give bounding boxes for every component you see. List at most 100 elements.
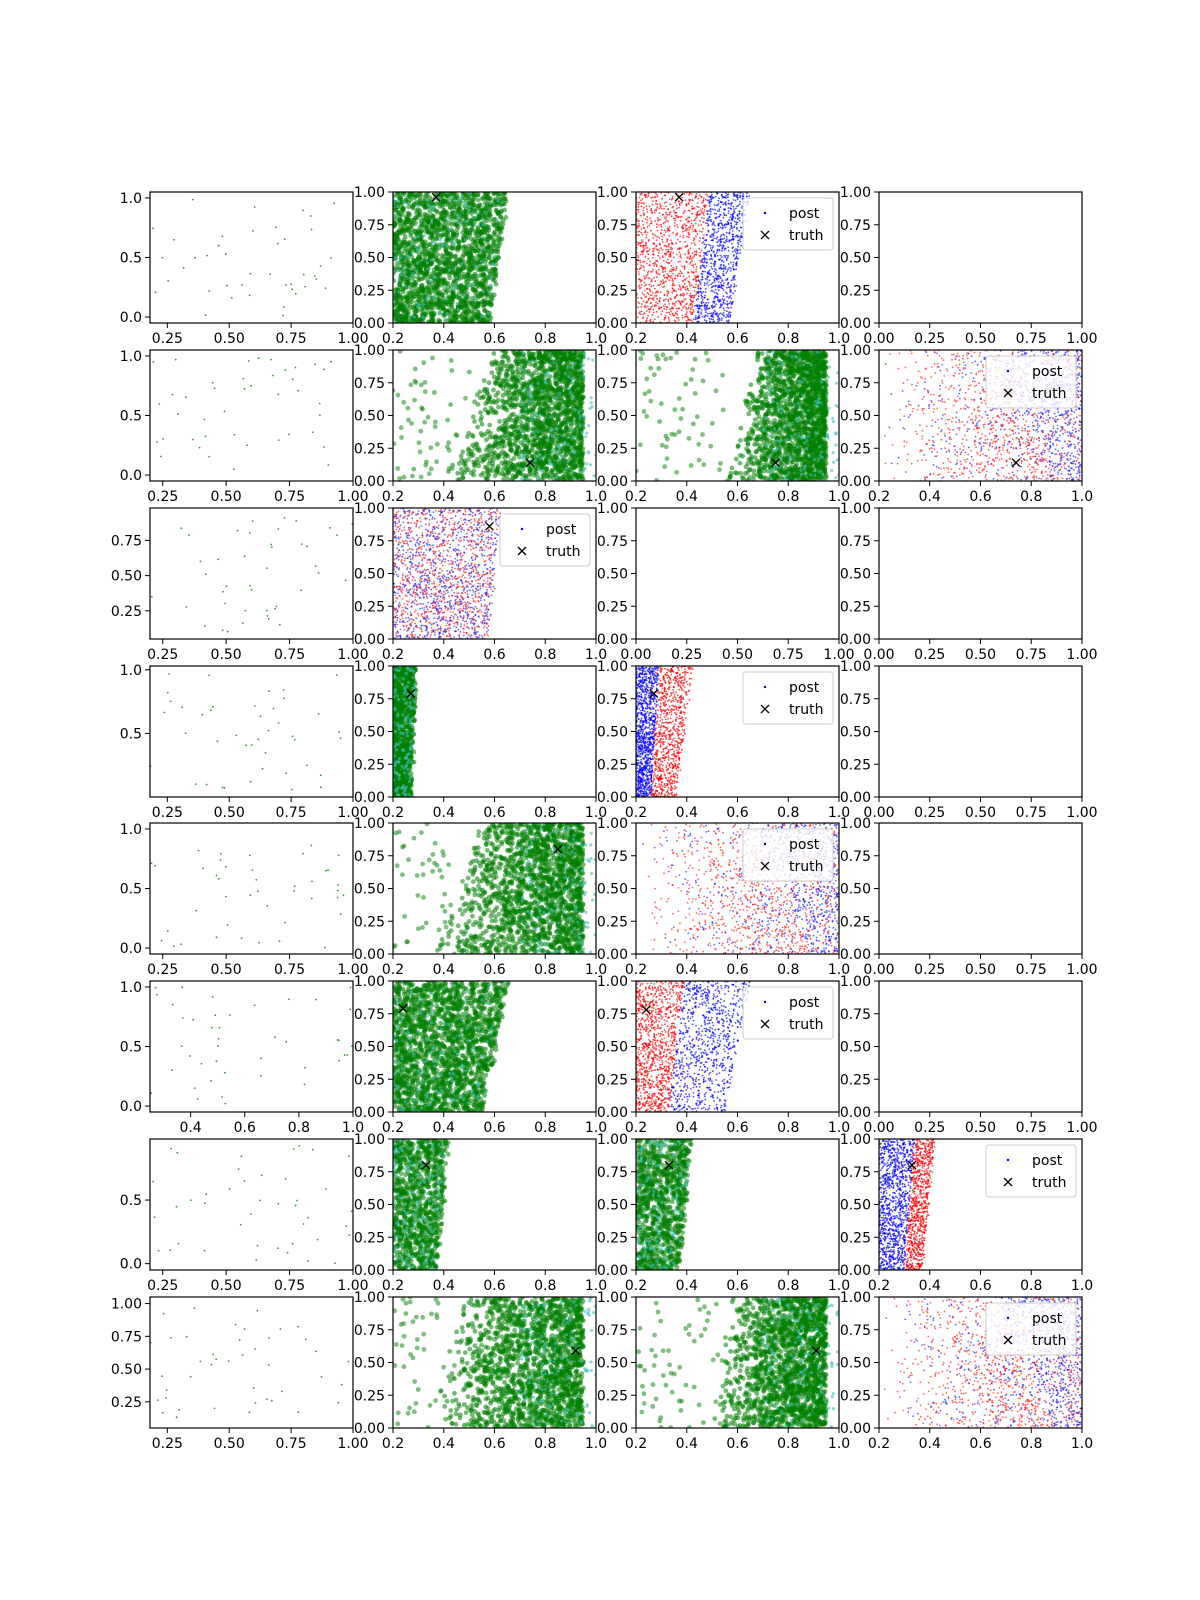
posterior-sample xyxy=(699,237,701,239)
data-point xyxy=(482,214,488,220)
posterior-sample xyxy=(719,312,722,315)
data-point xyxy=(564,424,570,430)
posterior-sample xyxy=(693,296,696,299)
posterior-sample xyxy=(705,302,708,304)
data-point xyxy=(484,218,489,224)
data-point xyxy=(496,210,502,216)
posterior-sample xyxy=(641,220,644,222)
scatter-points xyxy=(636,192,751,323)
data-point xyxy=(496,233,502,239)
data-point xyxy=(330,360,332,363)
posterior-sample xyxy=(722,295,725,298)
data-point xyxy=(488,298,494,303)
posterior-sample xyxy=(725,235,728,238)
posterior-sample xyxy=(737,217,739,220)
data-point xyxy=(269,273,272,276)
posterior-sample xyxy=(657,307,660,310)
posterior-sample xyxy=(668,229,671,232)
data-point xyxy=(450,195,454,199)
data-point xyxy=(424,271,430,276)
data-point xyxy=(462,306,467,312)
data-point xyxy=(471,255,476,261)
posterior-sample xyxy=(639,279,642,281)
posterior-sample xyxy=(677,288,680,291)
posterior-sample xyxy=(725,316,727,319)
data-point xyxy=(406,254,410,258)
posterior-sample xyxy=(698,240,701,242)
posterior-sample xyxy=(684,298,687,300)
posterior-sample xyxy=(657,251,660,254)
posterior-sample xyxy=(714,313,717,315)
data-point xyxy=(206,254,208,257)
posterior-sample xyxy=(639,313,642,316)
x-tick-label: 1.00 xyxy=(1066,331,1097,347)
posterior-sample xyxy=(646,291,649,294)
posterior-sample xyxy=(672,303,674,306)
posterior-sample xyxy=(694,317,697,319)
data-point xyxy=(502,192,508,196)
posterior-sample xyxy=(644,304,647,307)
posterior-sample xyxy=(713,231,716,233)
posterior-sample xyxy=(719,226,722,229)
posterior-sample xyxy=(656,223,658,226)
posterior-sample xyxy=(648,277,651,280)
posterior-sample xyxy=(715,269,717,271)
posterior-sample xyxy=(720,287,723,289)
posterior-sample xyxy=(706,312,709,315)
posterior-sample xyxy=(719,254,722,257)
posterior-sample xyxy=(652,320,655,323)
y-tick-label: 0.0 xyxy=(120,310,142,326)
posterior-sample xyxy=(657,291,660,294)
posterior-sample xyxy=(732,279,734,281)
posterior-sample xyxy=(690,242,693,245)
x-tick-label: 0.25 xyxy=(152,331,183,347)
data-point xyxy=(397,283,403,288)
y-tick-label: 0.5 xyxy=(120,251,142,267)
posterior-sample xyxy=(704,277,707,280)
posterior-sample xyxy=(676,313,679,316)
data-point xyxy=(437,227,442,233)
y-tick-label: 0.25 xyxy=(354,283,385,299)
posterior-sample xyxy=(720,268,723,271)
posterior-sample xyxy=(665,205,667,208)
data-point xyxy=(466,259,471,265)
posterior-sample xyxy=(735,255,738,258)
posterior-sample xyxy=(712,311,715,314)
posterior-sample xyxy=(655,208,658,211)
posterior-sample xyxy=(693,318,695,321)
data-point xyxy=(310,228,313,231)
data-point xyxy=(451,287,455,291)
data-point xyxy=(393,313,399,318)
data-point xyxy=(450,246,456,252)
posterior-sample xyxy=(667,300,670,303)
data-point xyxy=(426,204,430,208)
posterior-sample xyxy=(689,192,691,195)
posterior-sample xyxy=(722,289,725,291)
data-point xyxy=(478,317,484,323)
posterior-sample xyxy=(697,287,700,290)
posterior-sample xyxy=(726,240,728,243)
posterior-sample xyxy=(714,254,717,257)
posterior-sample xyxy=(688,216,691,219)
data-point xyxy=(448,301,454,307)
posterior-sample xyxy=(708,258,711,261)
data-point xyxy=(454,275,458,279)
posterior-sample xyxy=(740,236,743,239)
posterior-sample xyxy=(716,241,719,243)
posterior-sample xyxy=(658,306,661,308)
posterior-sample xyxy=(733,211,736,214)
data-point xyxy=(401,308,406,313)
posterior-sample xyxy=(738,219,741,222)
data-point xyxy=(467,231,473,237)
data-point xyxy=(471,282,475,286)
posterior-sample xyxy=(688,282,691,285)
posterior-sample xyxy=(701,207,704,210)
posterior-sample xyxy=(732,205,735,208)
posterior-sample xyxy=(637,206,640,208)
data-point xyxy=(412,280,418,285)
posterior-sample xyxy=(644,285,646,287)
data-point xyxy=(430,197,435,203)
posterior-sample xyxy=(695,293,698,296)
data-point xyxy=(478,410,483,415)
posterior-sample xyxy=(675,294,678,296)
